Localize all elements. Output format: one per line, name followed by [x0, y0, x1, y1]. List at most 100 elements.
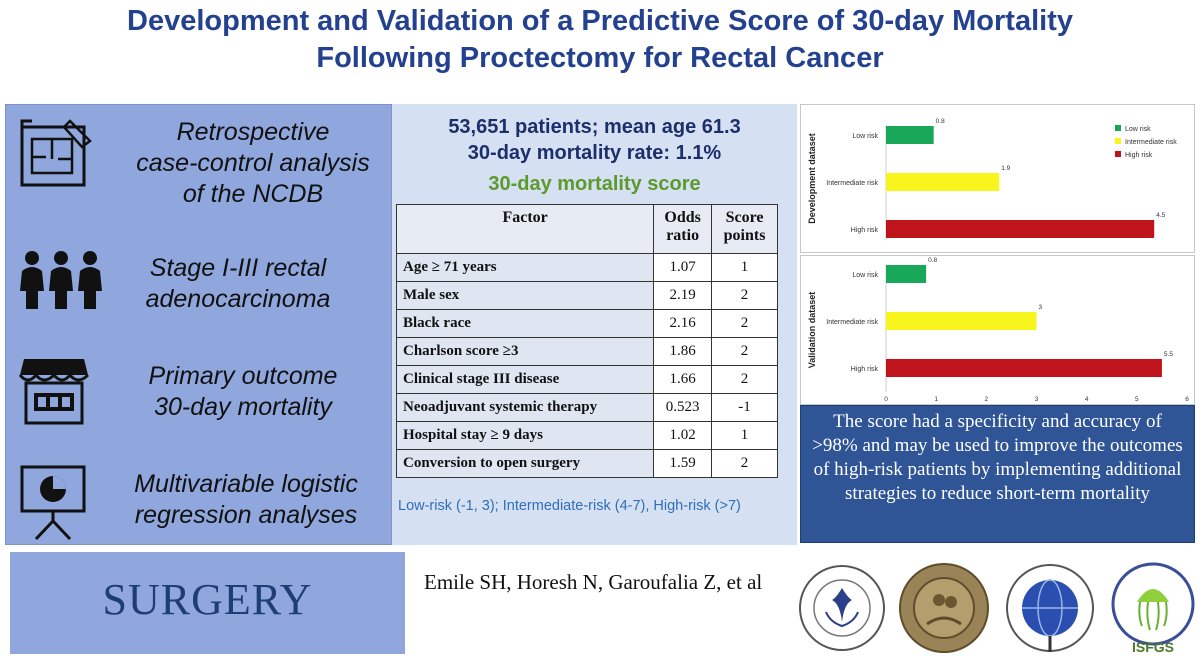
- chart-data-label: 1.9: [1001, 165, 1010, 172]
- chart-category-label: High risk: [851, 227, 879, 234]
- chart-category-label: High risk: [851, 366, 879, 373]
- factor-cell: Clinical stage III disease: [395, 365, 655, 394]
- factor-cell: Black race: [395, 309, 655, 338]
- odds-ratio-cell: 0.523: [653, 393, 713, 422]
- factor-cell: Male sex: [395, 281, 655, 310]
- table-row: Hospital stay ≥ 9 days 1.02 1: [395, 421, 778, 450]
- chart-x-tick-label: 0: [884, 396, 888, 403]
- chart-data-label: 0.8: [928, 257, 937, 264]
- design-line: Retrospective: [176, 118, 330, 146]
- odds-ratio-cell: 2.19: [653, 281, 713, 310]
- mortality-rate: 30-day mortality rate: 1.1%: [467, 142, 722, 164]
- factor-cell: Hospital stay ≥ 9 days: [395, 421, 655, 450]
- chart-legend-label: Low risk: [1125, 126, 1151, 133]
- score-panel: 53,651 patients; mean age 61.3 30-day mo…: [392, 104, 797, 545]
- population-text: Stage I-III rectal adenocarcinoma: [118, 253, 358, 315]
- analysis-item: Multivariable logistic regression analys…: [6, 455, 393, 545]
- header-odds-ratio: Odds ratio: [653, 204, 713, 254]
- aaes-globe-seal-icon: [1006, 564, 1094, 652]
- table-row: Male sex 2.19 2: [395, 281, 778, 310]
- chart-category-label: Intermediate risk: [826, 180, 878, 187]
- odds-ratio-cell: 1.07: [653, 253, 713, 282]
- chart-x-tick-label: 4: [1085, 396, 1089, 403]
- design-line: of the NCDB: [182, 180, 324, 208]
- design-text: Retrospective case-control analysis of t…: [118, 117, 388, 210]
- chart-bar: [886, 173, 1000, 191]
- table-header-row: Factor Odds ratio Score points: [395, 204, 778, 254]
- chart-data-label: 5.5: [1164, 351, 1173, 358]
- odds-ratio-cell: 1.02: [653, 421, 713, 450]
- factor-cell: Neoadjuvant systemic therapy: [395, 393, 655, 422]
- chart-bar: [886, 265, 927, 283]
- factor-cell: Charlson score ≥3: [395, 337, 655, 366]
- chart-bar: [886, 312, 1037, 330]
- points-cell: 1: [711, 253, 778, 282]
- society-university-surgeons-seal-icon: [799, 565, 885, 651]
- chart-category-label: Low risk: [852, 133, 878, 140]
- table-row: Clinical stage III disease 1.66 2: [395, 365, 778, 394]
- table-row: Conversion to open surgery 1.59 2: [395, 449, 778, 478]
- analysis-line: Multivariable logistic: [134, 470, 358, 498]
- design-item: Retrospective case-control analysis of t…: [6, 113, 393, 223]
- outcome-line: Primary outcome: [148, 362, 338, 390]
- conclusion-box: The score had a specificity and accuracy…: [800, 405, 1195, 543]
- points-cell: 2: [711, 337, 778, 366]
- points-cell: 2: [711, 449, 778, 478]
- outcome-item: Primary outcome 30-day mortality: [6, 345, 393, 435]
- chart-x-tick-label: 3: [1035, 396, 1039, 403]
- points-cell: 2: [711, 309, 778, 338]
- chart-x-tick-label: 2: [985, 396, 989, 403]
- factor-cell: Age ≥ 71 years: [395, 253, 655, 282]
- header-factor: Factor: [395, 204, 655, 254]
- chart-legend-swatch: [1115, 138, 1121, 144]
- isfgs-logo-text: ISFGS: [1132, 639, 1174, 655]
- chart-bar: [886, 220, 1155, 238]
- title-line-1: Development and Validation of a Predicti…: [127, 5, 1073, 37]
- chart-data-label: 3: [1039, 304, 1043, 311]
- chart-legend-label: Intermediate risk: [1125, 139, 1177, 146]
- factor-cell: Conversion to open surgery: [395, 449, 655, 478]
- score-table: Factor Odds ratio Score points Age ≥ 71 …: [395, 204, 778, 478]
- population-line: adenocarcinoma: [145, 285, 331, 313]
- odds-ratio-cell: 2.16: [653, 309, 713, 338]
- validation-chart: Validation dataset Low risk 0.8 Intermediat…: [800, 255, 1195, 405]
- analysis-text: Multivariable logistic regression analys…: [106, 469, 386, 531]
- journal-name: SURGERY: [102, 575, 313, 624]
- chart-bar: [886, 126, 934, 144]
- points-cell: -1: [711, 393, 778, 422]
- population-item: Stage I-III rectal adenocarcinoma: [6, 235, 393, 325]
- chart-x-tick-label: 1: [934, 396, 938, 403]
- presentation-chart-icon: [20, 465, 86, 541]
- development-chart-svg: Development dataset Low risk 0.8 Intermedia…: [807, 118, 1177, 240]
- outcome-text: Primary outcome 30-day mortality: [128, 361, 358, 423]
- odds-ratio-cell: 1.59: [653, 449, 713, 478]
- isfgs-jellyfish-logo-icon: ISFGS: [1111, 562, 1195, 655]
- header-score-points: Score points: [711, 204, 778, 254]
- points-cell: 2: [711, 281, 778, 310]
- store-icon: [18, 359, 90, 425]
- blueprint-icon: [20, 119, 92, 187]
- table-row: Age ≥ 71 years 1.07 1: [395, 253, 778, 282]
- points-cell: 2: [711, 365, 778, 394]
- table-row: Black race 2.16 2: [395, 309, 778, 338]
- chart-category-label: Low risk: [852, 272, 878, 279]
- development-chart: Development dataset Low risk 0.8 Intermedia…: [800, 104, 1195, 253]
- patient-stats: 53,651 patients; mean age 61.3: [448, 116, 741, 138]
- chart-legend-swatch: [1115, 151, 1121, 157]
- table-row: Charlson score ≥3 1.86 2: [395, 337, 778, 366]
- outcome-line: 30-day mortality: [154, 393, 332, 421]
- chart-category-label: Intermediate risk: [826, 319, 878, 326]
- odds-ratio-cell: 1.66: [653, 365, 713, 394]
- validation-chart-svg: Validation dataset Low risk 0.8 Intermediat…: [807, 257, 1189, 403]
- chart-data-label: 4.5: [1156, 212, 1165, 219]
- chart-y-axis-label: Validation dataset: [807, 292, 817, 369]
- risk-categories-note: Low-risk (-1, 3); Intermediate-risk (4-7…: [398, 498, 741, 514]
- chart-legend-label: High risk: [1125, 152, 1153, 159]
- chart-y-axis-label: Development dataset: [807, 133, 817, 224]
- chart-data-label: 0.8: [936, 118, 945, 125]
- page-title: Development and Validation of a Predicti…: [0, 0, 1200, 80]
- odds-ratio-cell: 1.86: [653, 337, 713, 366]
- central-surgical-association-seal-icon: [899, 563, 989, 653]
- table-row: Neoadjuvant systemic therapy 0.523 -1: [395, 393, 778, 422]
- chart-legend-swatch: [1115, 125, 1121, 131]
